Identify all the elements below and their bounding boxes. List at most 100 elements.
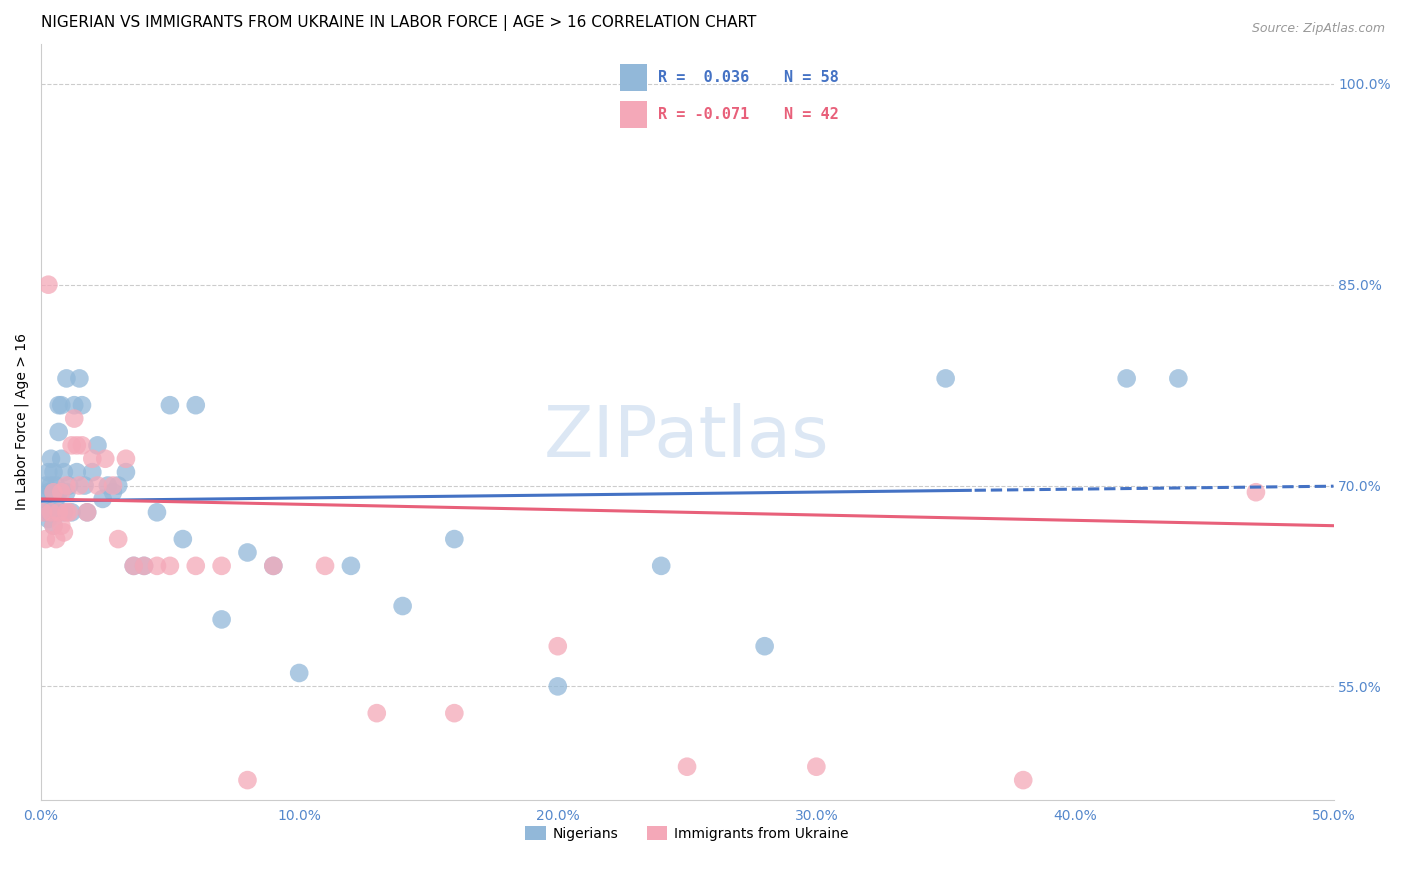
Point xyxy=(211,612,233,626)
Point xyxy=(1244,485,1267,500)
Point xyxy=(650,558,672,573)
Point xyxy=(42,465,65,479)
Point xyxy=(122,558,145,573)
Point xyxy=(45,478,67,492)
Point xyxy=(754,639,776,653)
Point xyxy=(45,532,67,546)
Point xyxy=(51,398,73,412)
Point xyxy=(45,505,67,519)
Point xyxy=(51,451,73,466)
Point xyxy=(159,398,181,412)
Point xyxy=(443,706,465,720)
Point xyxy=(86,478,108,492)
Point xyxy=(35,505,58,519)
Point xyxy=(66,465,89,479)
Point xyxy=(146,505,169,519)
Point xyxy=(146,558,169,573)
Point xyxy=(115,451,138,466)
Point xyxy=(39,505,62,519)
Point xyxy=(132,558,155,573)
Point xyxy=(58,478,80,492)
Point xyxy=(32,491,55,506)
Point xyxy=(366,706,388,720)
Point xyxy=(806,760,828,774)
Point xyxy=(52,525,75,540)
Point xyxy=(37,485,59,500)
Point xyxy=(76,505,98,519)
Point xyxy=(63,398,86,412)
Point xyxy=(58,505,80,519)
Point xyxy=(32,505,55,519)
Point xyxy=(443,532,465,546)
Text: N = 58: N = 58 xyxy=(785,70,839,85)
Point xyxy=(122,558,145,573)
Point xyxy=(115,465,138,479)
Point xyxy=(82,451,104,466)
Point xyxy=(35,532,58,546)
Point xyxy=(42,518,65,533)
Text: R = -0.071: R = -0.071 xyxy=(658,107,749,122)
Point xyxy=(82,465,104,479)
Point xyxy=(42,485,65,500)
Text: N = 42: N = 42 xyxy=(785,107,839,122)
Point xyxy=(73,478,96,492)
Point xyxy=(288,665,311,680)
Bar xyxy=(620,101,647,128)
Point xyxy=(236,773,259,788)
Point xyxy=(132,558,155,573)
Point xyxy=(39,505,62,519)
Point xyxy=(340,558,363,573)
Point xyxy=(262,558,284,573)
Point xyxy=(55,485,77,500)
Point xyxy=(39,451,62,466)
Point xyxy=(42,518,65,533)
Point xyxy=(97,478,120,492)
Point xyxy=(547,679,569,693)
Point xyxy=(35,478,58,492)
Text: R =  0.036: R = 0.036 xyxy=(658,70,749,85)
Point xyxy=(48,425,70,439)
Point xyxy=(66,438,89,452)
Point xyxy=(86,438,108,452)
Point xyxy=(55,478,77,492)
Point xyxy=(1012,773,1035,788)
Point xyxy=(94,451,117,466)
Point xyxy=(52,505,75,519)
Point xyxy=(37,277,59,292)
Point xyxy=(67,371,90,385)
Point xyxy=(1115,371,1137,385)
Point xyxy=(60,438,83,452)
Point xyxy=(70,438,93,452)
Point xyxy=(55,505,77,519)
Bar xyxy=(620,63,647,91)
Point xyxy=(42,485,65,500)
Text: NIGERIAN VS IMMIGRANTS FROM UKRAINE IN LABOR FORCE | AGE > 16 CORRELATION CHART: NIGERIAN VS IMMIGRANTS FROM UKRAINE IN L… xyxy=(41,15,756,31)
Point xyxy=(1167,371,1189,385)
Point xyxy=(211,558,233,573)
Point xyxy=(101,485,124,500)
Point xyxy=(60,505,83,519)
Text: Source: ZipAtlas.com: Source: ZipAtlas.com xyxy=(1251,22,1385,36)
Point xyxy=(45,491,67,506)
Point xyxy=(76,505,98,519)
Point xyxy=(91,491,114,506)
Point xyxy=(172,532,194,546)
Point xyxy=(184,558,207,573)
Point xyxy=(107,532,129,546)
Point xyxy=(39,478,62,492)
Point xyxy=(48,485,70,500)
Point xyxy=(107,478,129,492)
Text: ZIPatlas: ZIPatlas xyxy=(544,402,830,472)
Point xyxy=(236,545,259,559)
Point xyxy=(51,518,73,533)
Legend: Nigerians, Immigrants from Ukraine: Nigerians, Immigrants from Ukraine xyxy=(520,821,855,847)
Point xyxy=(935,371,957,385)
Point xyxy=(547,639,569,653)
Point xyxy=(52,465,75,479)
Point xyxy=(184,398,207,412)
Point xyxy=(101,478,124,492)
Point xyxy=(391,599,413,613)
Point xyxy=(70,398,93,412)
Point xyxy=(51,485,73,500)
Point xyxy=(55,371,77,385)
